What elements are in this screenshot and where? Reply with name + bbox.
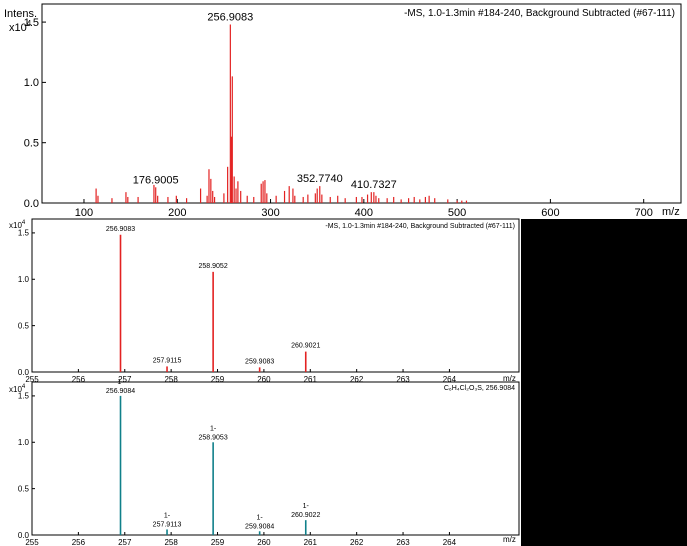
x-tick-label: 260 <box>257 375 271 384</box>
full-spectrum-xlabel: m/z <box>662 206 680 218</box>
x-tick-label: 263 <box>396 375 410 384</box>
simulated-panel-peak-labels: 1- 256.9084 1- 257.9113 1- 258.9053 1- 259.9084… <box>106 379 321 530</box>
peak-label: 256.9083 <box>106 226 135 233</box>
peak-label: 257.9113 <box>153 521 182 528</box>
x-tick-label: 256 <box>72 538 86 546</box>
x-tick-label: 400 <box>355 207 373 219</box>
x-tick-label: 259 <box>211 538 225 546</box>
simulated-panel-peaks <box>119 395 307 535</box>
simulated-panel-y-exponent-power: 4 <box>22 384 26 390</box>
peak-label: 259.9083 <box>245 358 274 365</box>
full-spectrum-ylabel: Intens. <box>4 8 37 20</box>
peak-label-charge: 1- <box>117 379 124 386</box>
full-spectrum-y-exponent-power: 4 <box>27 19 32 28</box>
full-spectrum-peaks <box>95 24 468 203</box>
y-tick-label: 0.5 <box>24 138 39 150</box>
x-tick-label: 300 <box>261 207 279 219</box>
full-spectrum-peak-labels: 176.9005 256.9083 352.7740 410.7327 <box>133 12 397 192</box>
simulated-panel-y-exponent-base: x10 <box>9 385 22 394</box>
peak-label: 176.9005 <box>133 174 179 186</box>
full-spectrum-y-exponent-base: x10 <box>9 22 27 34</box>
measured-panel-y-exponent-base: x10 <box>9 221 22 230</box>
full-spectrum-y-exponent: x104 <box>9 19 32 34</box>
x-tick-label: 264 <box>443 375 457 384</box>
peak-label: 258.9053 <box>199 434 228 441</box>
y-tick-label: 0.5 <box>18 321 30 330</box>
y-tick-label: 1.5 <box>18 229 30 238</box>
x-tick-label: 261 <box>304 375 318 384</box>
peak-label: 256.9083 <box>207 12 253 24</box>
measured-panel-y-exponent: x104 <box>9 220 26 230</box>
x-tick-label: 500 <box>448 207 466 219</box>
x-tick-label: 200 <box>168 207 186 219</box>
measured-isotope-panel: -MS, 1.0-1.3min #184-240, Background Sub… <box>9 218 520 384</box>
x-tick-label: 600 <box>541 207 559 219</box>
measured-panel-x-axis: 255 256 257 258 259 260 261 262 263 264 <box>25 369 457 384</box>
x-tick-label: 257 <box>118 538 132 546</box>
peak-label: 256.9084 <box>106 388 135 395</box>
simulated-panel-x-axis: 255 256 257 258 259 260 261 262 263 264 <box>25 532 457 546</box>
x-tick-label: 258 <box>164 538 178 546</box>
x-tick-label: 262 <box>350 538 364 546</box>
x-tick-label: 264 <box>443 538 457 546</box>
full-spectrum-y-axis: 0.0 0.5 1.0 1.5 <box>24 17 46 210</box>
peak-label: 258.9052 <box>199 263 228 270</box>
full-spectrum-frame <box>41 3 682 204</box>
y-tick-label: 1.0 <box>18 438 30 447</box>
y-tick-label: 1.0 <box>18 275 30 284</box>
x-tick-label: 255 <box>25 375 39 384</box>
simulated-panel-xlabel: m/z <box>503 535 516 544</box>
x-tick-label: 256 <box>72 375 86 384</box>
simulated-panel-frame <box>31 381 520 536</box>
measured-panel-peak-labels: 256.9083 257.9115 258.9052 259.9083 260.9021 <box>106 226 321 366</box>
measured-panel-frame <box>31 218 520 373</box>
peak-label: 260.9021 <box>291 343 320 350</box>
peak-label: 259.9084 <box>245 523 274 530</box>
x-tick-label: 255 <box>25 538 39 546</box>
simulated-panel-y-exponent: x104 <box>9 384 26 394</box>
y-tick-label: 0.5 <box>18 484 30 493</box>
peak-label-charge: 1- <box>210 425 217 432</box>
y-tick-label: 0.0 <box>18 368 30 377</box>
y-tick-label: 1.5 <box>24 17 39 29</box>
peak-label-charge: 1- <box>303 503 310 510</box>
x-tick-label: 257 <box>118 375 132 384</box>
simulated-isotope-panel: C₆H₄Cl₂O₃S, 256.9084 x104 m/z 0.0 0.5 1.0 1… <box>9 379 520 546</box>
peak-label: 410.7327 <box>351 179 397 191</box>
measured-panel-xlabel: m/z <box>503 374 516 383</box>
y-tick-label: 1.5 <box>18 392 30 401</box>
full-spectrum-panel: -MS, 1.0-1.3min #184-240, Background Sub… <box>4 3 682 219</box>
x-tick-label: 700 <box>635 207 653 219</box>
x-tick-label: 259 <box>211 375 225 384</box>
y-tick-label: 1.0 <box>24 77 39 89</box>
simulated-panel-title: C₆H₄Cl₂O₃S, 256.9084 <box>444 385 515 392</box>
measured-panel-peaks <box>119 234 307 372</box>
full-spectrum-title: -MS, 1.0-1.3min #184-240, Background Sub… <box>404 8 675 19</box>
peak-label: 257.9115 <box>153 357 182 364</box>
peak-label-charge: 1- <box>257 514 264 521</box>
black-block <box>521 219 687 546</box>
measured-panel-title: -MS, 1.0-1.3min #184-240, Background Sub… <box>325 223 515 230</box>
peak-label-charge: 1- <box>164 512 171 519</box>
x-tick-label: 100 <box>75 207 93 219</box>
x-tick-label: 260 <box>257 538 271 546</box>
peak-label: 260.9022 <box>291 512 320 519</box>
x-tick-label: 262 <box>350 375 364 384</box>
measured-panel-y-exponent-power: 4 <box>22 220 26 226</box>
full-spectrum-x-axis: 100 200 300 400 500 600 700 <box>75 199 653 219</box>
y-tick-label: 0.0 <box>18 531 30 540</box>
x-tick-label: 258 <box>164 375 178 384</box>
y-tick-label: 0.0 <box>24 198 39 210</box>
x-tick-label: 261 <box>304 538 318 546</box>
x-tick-label: 263 <box>396 538 410 546</box>
peak-label: 352.7740 <box>297 173 343 185</box>
